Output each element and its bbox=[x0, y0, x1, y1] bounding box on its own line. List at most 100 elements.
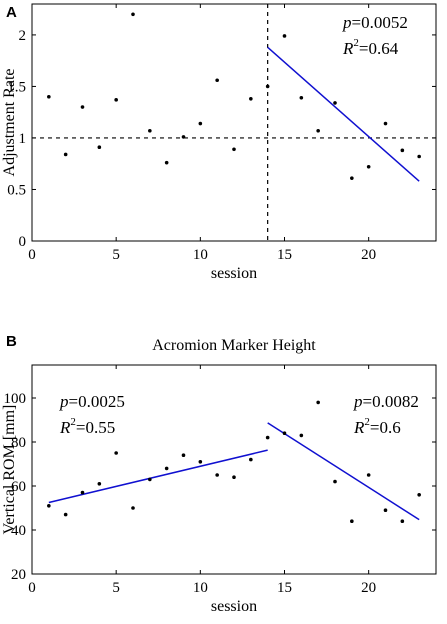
p-value: =0.0082 bbox=[363, 392, 419, 411]
panel-b: 0 5 10 15 20 20 40 60 80 100 session Vertical ROM [… bbox=[1, 333, 437, 615]
x-tick-label: 10 bbox=[193, 247, 208, 263]
x-tick-label: 0 bbox=[28, 247, 36, 263]
annotation-p-value: p=0.0052 bbox=[342, 13, 408, 32]
r-exponent: 2 bbox=[353, 37, 359, 49]
x-tick-label: 20 bbox=[361, 580, 376, 596]
data-point bbox=[333, 101, 337, 105]
x-tick-label: 0 bbox=[28, 580, 36, 596]
x-tick-label: 15 bbox=[277, 247, 292, 263]
data-point bbox=[366, 165, 371, 169]
data-point bbox=[198, 460, 203, 464]
y-tick-label: 0.5 bbox=[7, 182, 26, 198]
data-point bbox=[316, 400, 320, 405]
x-tick-label: 5 bbox=[112, 247, 120, 263]
data-point bbox=[198, 121, 203, 126]
data-point bbox=[400, 148, 405, 153]
data-point bbox=[249, 457, 253, 462]
x-axis-label: session bbox=[211, 598, 257, 615]
data-point bbox=[417, 154, 421, 159]
plot-frame bbox=[31, 364, 437, 575]
annotation-p-value: p=0.0082 bbox=[353, 392, 419, 411]
fit-line-1 bbox=[267, 46, 420, 182]
y-tick-label: 2 bbox=[19, 28, 27, 44]
data-point bbox=[417, 493, 421, 497]
y-tick-label: 60 bbox=[11, 479, 26, 495]
data-point bbox=[47, 504, 51, 508]
panel-label: B bbox=[6, 333, 17, 350]
data-point bbox=[181, 135, 186, 139]
data-point bbox=[97, 145, 102, 150]
y-tick-label: 1 bbox=[19, 131, 27, 147]
data-point bbox=[282, 431, 287, 436]
y-tick-label: 40 bbox=[11, 523, 26, 539]
data-point bbox=[114, 451, 118, 455]
x-tick-label: 20 bbox=[361, 247, 376, 263]
data-point bbox=[333, 479, 337, 484]
data-point bbox=[80, 105, 85, 109]
data-point bbox=[299, 433, 304, 438]
x-tick-label: 15 bbox=[277, 580, 292, 596]
data-point bbox=[265, 435, 270, 440]
y-tick-label: 80 bbox=[11, 435, 26, 451]
y-tick-label: 1.5 bbox=[7, 79, 26, 95]
annotation-r-squared: R2=0.6 bbox=[353, 416, 401, 437]
annotation-p-value: p=0.0025 bbox=[59, 392, 125, 411]
data-point bbox=[383, 121, 388, 126]
y-axis-label: Adjustment Rate bbox=[1, 69, 18, 177]
data-point bbox=[232, 475, 236, 480]
data-point bbox=[232, 147, 236, 152]
y-tick-label: 20 bbox=[11, 567, 26, 583]
p-value: =0.0052 bbox=[352, 13, 408, 32]
x-axis-label: session bbox=[211, 265, 257, 282]
r-symbol: R bbox=[59, 418, 71, 437]
p-symbol: p bbox=[353, 392, 363, 411]
data-point bbox=[114, 98, 118, 102]
data-point bbox=[80, 490, 85, 495]
p-symbol: p bbox=[59, 392, 69, 411]
data-point bbox=[181, 453, 186, 458]
data-point bbox=[97, 482, 102, 486]
r-exponent: 2 bbox=[70, 416, 76, 428]
x-tick-label: 5 bbox=[112, 580, 120, 596]
data-point bbox=[366, 473, 371, 477]
annotation-r-squared: R2=0.64 bbox=[342, 37, 399, 58]
data-point bbox=[148, 128, 152, 133]
panel-a: 0 5 10 15 20 0 0.5 1 1.5 2 session Adjustment Rate A… bbox=[1, 3, 437, 282]
data-point bbox=[131, 12, 135, 17]
r-value: =0.55 bbox=[76, 418, 115, 437]
data-point bbox=[131, 506, 135, 510]
panel-label: A bbox=[6, 4, 17, 21]
data-point bbox=[215, 473, 219, 477]
data-point bbox=[350, 176, 354, 180]
r-symbol: R bbox=[342, 39, 354, 58]
x-tick-label: 10 bbox=[193, 580, 208, 596]
fit-line-1 bbox=[48, 449, 268, 504]
data-point bbox=[265, 84, 270, 89]
r-value: =0.6 bbox=[370, 418, 401, 437]
data-point bbox=[164, 160, 169, 165]
data-point bbox=[282, 34, 287, 38]
r-symbol: R bbox=[353, 418, 365, 437]
data-point bbox=[63, 152, 68, 157]
r-value: =0.64 bbox=[359, 39, 399, 58]
data-point bbox=[249, 97, 253, 101]
data-point bbox=[63, 512, 68, 517]
data-point bbox=[148, 477, 152, 482]
data-point bbox=[316, 128, 320, 133]
plot-frame bbox=[31, 3, 437, 242]
p-value: =0.0025 bbox=[69, 392, 125, 411]
y-tick-label: 100 bbox=[4, 391, 27, 407]
r-exponent: 2 bbox=[364, 416, 370, 428]
data-point bbox=[383, 508, 388, 512]
data-point bbox=[350, 519, 354, 523]
data-point bbox=[164, 466, 169, 471]
data-point bbox=[400, 519, 405, 523]
data-point bbox=[215, 78, 219, 83]
y-tick-label: 0 bbox=[19, 234, 27, 250]
data-point bbox=[47, 94, 51, 99]
y-axis-label: Vertical ROM [mm] bbox=[1, 405, 18, 535]
fit-line-2 bbox=[267, 422, 420, 521]
p-symbol: p bbox=[342, 13, 352, 32]
annotation-r-squared: R2=0.55 bbox=[59, 416, 115, 437]
